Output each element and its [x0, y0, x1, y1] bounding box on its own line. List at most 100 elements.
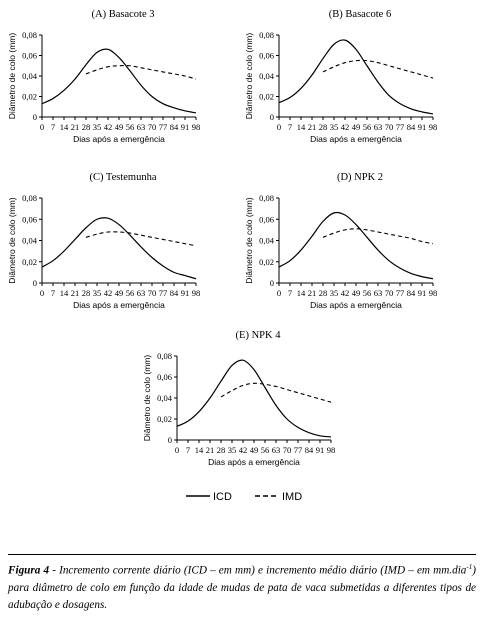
- x-tick-label: 0: [40, 288, 44, 298]
- x-tick-label: 84: [407, 288, 416, 298]
- x-tick-label: 63: [374, 122, 383, 132]
- y-tick-label: 0,08: [157, 351, 172, 361]
- x-tick-label: 0: [277, 288, 281, 298]
- x-tick-label: 56: [363, 122, 372, 132]
- x-tick-label: 70: [283, 445, 292, 455]
- x-tick-label: 0: [277, 122, 281, 132]
- caption-separator: [8, 554, 476, 555]
- y-tick-label: 0,06: [22, 214, 37, 224]
- x-tick-label: 42: [104, 288, 113, 298]
- x-tick-label: 28: [82, 122, 91, 132]
- x-tick-label: 7: [51, 288, 55, 298]
- chart-panel-2: (B) Basacote 600,020,040,060,080 7 14 21 28 3…: [244, 9, 437, 144]
- y-tick-label: 0,02: [157, 414, 172, 424]
- x-tick-label: 98: [327, 445, 336, 455]
- x-tick-label: 28: [82, 288, 91, 298]
- series-line-imd: [85, 231, 197, 247]
- x-tick-label: 91: [418, 288, 427, 298]
- x-tick-label: 77: [396, 288, 405, 298]
- chart-title: (D) NPK 2: [337, 172, 383, 183]
- y-tick-label: 0,06: [22, 51, 37, 61]
- x-tick-label: 14: [297, 288, 306, 298]
- x-tick-label: 28: [319, 122, 328, 132]
- x-tick-label: 14: [297, 122, 306, 132]
- series-line-icd: [278, 211, 434, 280]
- y-tick-label: 0,02: [259, 257, 274, 267]
- y-tick-label: 0,08: [22, 30, 37, 40]
- series-line-icd: [41, 217, 197, 280]
- x-tick-label: 35: [330, 288, 339, 298]
- x-tick-label: 84: [170, 122, 179, 132]
- x-axis-title: Dias após a emergência: [310, 134, 402, 144]
- x-tick-label: 91: [181, 122, 190, 132]
- figure-caption: Figura 4 - Incremento corrente diário (I…: [8, 562, 476, 615]
- y-tick-label: 0,04: [259, 71, 275, 81]
- x-tick-label: 28: [319, 288, 328, 298]
- x-axis-title: Dias após a emergência: [310, 300, 402, 310]
- x-tick-label: 77: [396, 122, 405, 132]
- x-tick-label: 49: [352, 288, 361, 298]
- x-tick-label: 35: [330, 122, 339, 132]
- chart-title: (E) NPK 4: [236, 330, 282, 341]
- x-tick-label: 91: [316, 445, 325, 455]
- x-tick-label: 42: [104, 122, 113, 132]
- y-tick-label: 0,08: [259, 30, 274, 40]
- x-tick-label: 98: [192, 122, 201, 132]
- y-axis-title: Diâmetro de colo (mm): [142, 355, 152, 442]
- x-tick-label: 63: [272, 445, 281, 455]
- x-tick-label: 70: [148, 288, 157, 298]
- y-tick-label: 0: [33, 278, 37, 288]
- x-tick-label: 84: [305, 445, 314, 455]
- x-tick-label: 63: [137, 122, 146, 132]
- x-tick-label: 35: [93, 288, 102, 298]
- x-tick-label: 42: [239, 445, 248, 455]
- y-axis-title: Diâmetro de colo (mm): [7, 33, 17, 120]
- y-tick-label: 0,08: [22, 193, 37, 203]
- x-tick-label: 0: [40, 122, 44, 132]
- y-tick-label: 0,02: [22, 92, 37, 102]
- x-tick-label: 21: [206, 445, 215, 455]
- chart-title: (A) Basacote 3: [92, 9, 155, 20]
- y-tick-label: 0,06: [259, 214, 274, 224]
- y-tick-label: 0,04: [157, 393, 173, 403]
- x-tick-label: 14: [60, 288, 69, 298]
- x-tick-label: 70: [385, 288, 394, 298]
- caption-label: Figura 4: [8, 564, 50, 577]
- y-tick-label: 0,04: [22, 236, 38, 246]
- x-tick-label: 63: [137, 288, 146, 298]
- x-axis-title: Dias após a emergência: [73, 300, 165, 310]
- series-line-imd: [322, 228, 434, 245]
- y-tick-label: 0,08: [259, 193, 274, 203]
- y-tick-label: 0: [33, 112, 37, 122]
- x-tick-label: 49: [115, 288, 124, 298]
- x-tick-label: 49: [115, 122, 124, 132]
- caption-superscript: -1: [466, 563, 473, 571]
- x-tick-label: 42: [341, 288, 350, 298]
- x-tick-label: 14: [195, 445, 204, 455]
- y-axis-title: Diâmetro de colo (mm): [244, 33, 254, 120]
- x-axis-title: Dias após a emergência: [208, 457, 300, 467]
- x-tick-label: 0: [175, 445, 179, 455]
- series-line-imd: [85, 65, 197, 80]
- x-tick-label: 21: [71, 288, 80, 298]
- x-axis-title: Dias após a emergência: [73, 134, 165, 144]
- y-axis-title: Diâmetro de colo (mm): [7, 197, 17, 284]
- x-tick-label: 14: [60, 122, 69, 132]
- x-tick-label: 98: [429, 122, 438, 132]
- x-tick-label: 56: [126, 122, 135, 132]
- x-tick-label: 63: [374, 288, 383, 298]
- chart-panel-1: (A) Basacote 300,020,040,060,080 7 14 21 28 3…: [7, 9, 200, 144]
- x-tick-label: 42: [341, 122, 350, 132]
- x-tick-label: 91: [181, 288, 190, 298]
- series-line-icd: [41, 48, 197, 114]
- y-tick-label: 0,04: [259, 236, 275, 246]
- x-tick-label: 91: [418, 122, 427, 132]
- x-tick-label: 21: [308, 288, 317, 298]
- x-tick-label: 21: [308, 122, 317, 132]
- y-tick-label: 0,02: [22, 257, 37, 267]
- figure-canvas: (A) Basacote 300,020,040,060,080 7 14 21 28 3…: [7, 9, 438, 503]
- y-axis-title: Diâmetro de colo (mm): [244, 197, 254, 284]
- x-tick-label: 70: [148, 122, 157, 132]
- x-tick-label: 70: [385, 122, 394, 132]
- x-tick-label: 98: [429, 288, 438, 298]
